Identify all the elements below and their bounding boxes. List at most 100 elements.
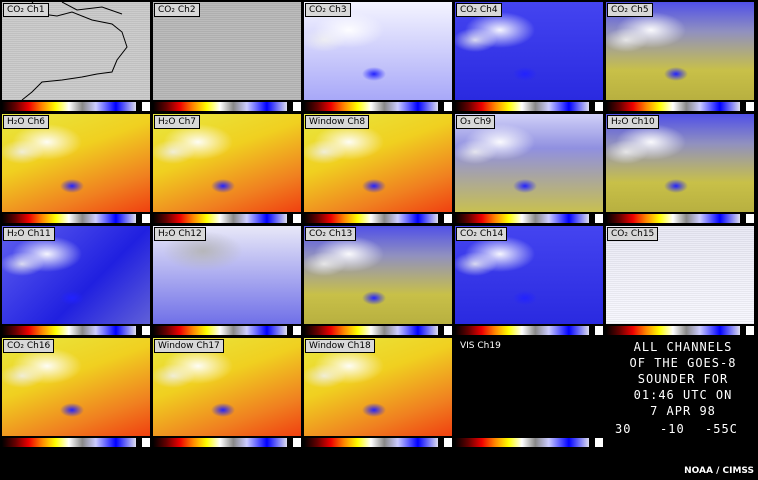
channel-panel: CO₂ Ch1 <box>2 2 150 112</box>
color-bar-end <box>293 102 301 111</box>
channel-image <box>455 226 603 324</box>
channel-panel: CO₂ Ch3 <box>304 2 452 112</box>
channel-image <box>2 114 150 212</box>
color-bar-end <box>595 102 603 111</box>
color-bar-end <box>142 326 150 335</box>
channel-label: Window Ch18 <box>305 339 375 353</box>
channel-panel: H₂O Ch6 <box>2 114 150 224</box>
color-bar-end <box>595 438 603 447</box>
channel-panel: H₂O Ch12 <box>153 226 301 336</box>
color-bar-end <box>444 214 452 223</box>
channel-image <box>2 226 150 324</box>
channel-image <box>153 226 301 324</box>
color-bar-end <box>293 438 301 447</box>
channel-label: H₂O Ch10 <box>607 115 659 129</box>
color-bar <box>455 438 589 447</box>
color-bar <box>2 438 136 447</box>
channel-panel: CO₂ Ch2 <box>153 2 301 112</box>
channel-panel: H₂O Ch7 <box>153 114 301 224</box>
color-bar <box>455 326 589 335</box>
channel-panel: H₂O Ch11 <box>2 226 150 336</box>
channel-panel: CO₂ Ch13 <box>304 226 452 336</box>
color-bar <box>153 214 287 223</box>
channel-panel: Window Ch8 <box>304 114 452 224</box>
channel-label: CO₂ Ch3 <box>305 3 351 17</box>
channel-label: CO₂ Ch13 <box>305 227 357 241</box>
caption-line: 01:46 UTC ON <box>633 388 733 402</box>
channel-label: CO₂ Ch15 <box>607 227 659 241</box>
color-bar-end <box>142 214 150 223</box>
channel-image <box>2 2 150 100</box>
channel-panel: Window Ch17 <box>153 338 301 448</box>
channel-label: H₂O Ch11 <box>3 227 55 241</box>
channel-image <box>153 2 301 100</box>
caption-line: 7 APR 98 <box>650 404 716 418</box>
channel-image <box>455 114 603 212</box>
color-bar-end <box>293 326 301 335</box>
color-bar-end <box>746 102 754 111</box>
color-bar <box>153 438 287 447</box>
channel-image <box>304 338 452 436</box>
color-bar-end <box>142 102 150 111</box>
caption-line: SOUNDER FOR <box>637 372 729 386</box>
color-bar <box>304 438 438 447</box>
color-bar-end <box>595 214 603 223</box>
color-bar-end <box>746 214 754 223</box>
channel-panel: CO₂ Ch4 <box>455 2 603 112</box>
color-bar <box>2 214 136 223</box>
color-bar <box>153 326 287 335</box>
channel-image <box>2 338 150 436</box>
channel-image <box>153 114 301 212</box>
scale-label: -55C <box>705 422 738 436</box>
channel-image <box>153 338 301 436</box>
channel-label: CO₂ Ch16 <box>3 339 55 353</box>
channel-label: CO₂ Ch14 <box>456 227 508 241</box>
color-bar-end <box>293 214 301 223</box>
channel-label: CO₂ Ch5 <box>607 3 653 17</box>
channel-label: Window Ch8 <box>305 115 370 129</box>
channel-label: H₂O Ch12 <box>154 227 206 241</box>
channel-panel: CO₂ Ch14 <box>455 226 603 336</box>
channel-image <box>304 2 452 100</box>
color-bar <box>153 102 287 111</box>
color-bar <box>304 102 438 111</box>
color-bar <box>606 214 740 223</box>
color-bar <box>606 326 740 335</box>
scale-label: 30 <box>615 422 632 436</box>
color-bar-end <box>746 326 754 335</box>
channel-label: Window Ch17 <box>154 339 224 353</box>
channel-label: H₂O Ch6 <box>3 115 50 129</box>
caption-line: OF THE GOES-8 <box>629 356 737 370</box>
channel-panel: CO₂ Ch5 <box>606 2 754 112</box>
channel-label: CO₂ Ch1 <box>3 3 49 17</box>
scale-label: -10 <box>660 422 685 436</box>
color-bar <box>304 214 438 223</box>
channel-panel: Window Ch18 <box>304 338 452 448</box>
color-bar-end <box>444 326 452 335</box>
color-bar <box>304 326 438 335</box>
color-bar <box>2 326 136 335</box>
credit: NOAA / CIMSS <box>684 466 754 476</box>
channel-panel: H₂O Ch10 <box>606 114 754 224</box>
channel-image <box>606 2 754 100</box>
channel-label: H₂O Ch7 <box>154 115 201 129</box>
channel-image <box>606 114 754 212</box>
channel-image <box>455 338 603 436</box>
channel-panel: CO₂ Ch15 <box>606 226 754 336</box>
channel-label: O₃ Ch9 <box>456 115 496 129</box>
channel-label: CO₂ Ch2 <box>154 3 200 17</box>
channel-panel: VIS Ch19 <box>455 338 603 448</box>
color-bar <box>455 214 589 223</box>
channel-label: CO₂ Ch4 <box>456 3 502 17</box>
channel-panel: O₃ Ch9 <box>455 114 603 224</box>
color-bar-end <box>142 438 150 447</box>
color-bar <box>2 102 136 111</box>
color-bar-end <box>444 438 452 447</box>
color-bar <box>455 102 589 111</box>
channel-image <box>304 226 452 324</box>
channel-label: VIS Ch19 <box>456 339 505 353</box>
channel-image <box>606 226 754 324</box>
caption-line: ALL CHANNELS <box>633 340 733 354</box>
color-bar <box>606 102 740 111</box>
